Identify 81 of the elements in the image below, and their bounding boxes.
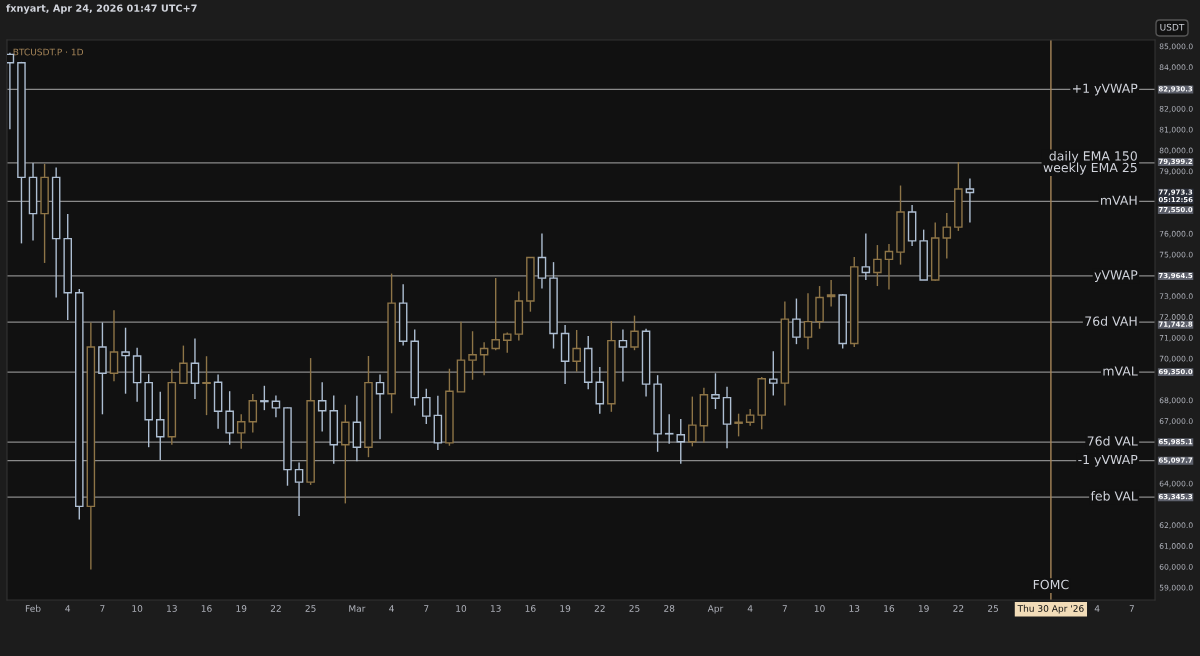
ref-line-label: mVAH <box>1101 195 1137 205</box>
x-tick-label: 25 <box>629 605 640 612</box>
x-tick-label: 16 <box>201 605 212 612</box>
ref-line-label: +1 yVWAP <box>1072 83 1138 96</box>
ref-line-label: 76d VAH <box>1085 316 1137 326</box>
candlestick <box>294 461 304 517</box>
candlestick <box>722 386 732 449</box>
x-tick-label: 13 <box>167 605 177 612</box>
candlestick <box>109 309 119 382</box>
ref-line-label: yVWAP <box>1094 270 1138 283</box>
candlestick <box>190 337 200 400</box>
candlestick <box>560 324 570 385</box>
ref-line-label: daily EMA 150 weekly EMA 25 <box>1043 150 1137 175</box>
ref-line-label: mVAL <box>1103 366 1138 376</box>
candlestick <box>965 177 975 224</box>
candlestick <box>98 321 107 415</box>
candlestick <box>618 328 628 383</box>
x-tick-label: 16 <box>525 605 536 612</box>
x-tick-label: Mar <box>349 605 366 612</box>
x-tick-label: 22 <box>270 605 281 612</box>
x-tick-label: 10 <box>456 605 467 612</box>
ref-line-label: -1 yVWAP <box>1078 454 1138 467</box>
candlestick <box>63 213 73 321</box>
x-tick-label: 19 <box>918 605 929 612</box>
candlestick <box>167 368 177 446</box>
x-tick-label: 19 <box>560 605 571 612</box>
x-tick-label: 13 <box>490 605 501 612</box>
candlestick <box>907 204 917 247</box>
candlestick <box>745 408 755 427</box>
ref-line-label: FOMC <box>1033 579 1069 590</box>
x-tick-label: 4 <box>65 605 71 612</box>
candlestick <box>803 292 813 350</box>
x-tick-label: Feb <box>25 604 41 612</box>
chart-title: fxnyart, Apr 24, 2026 01:47 UTC+7 <box>6 4 197 14</box>
x-tick-label: 4 <box>1094 605 1100 612</box>
x-tick-label: 7 <box>1129 605 1134 612</box>
x-tick-label: 4 <box>389 605 394 612</box>
candlestick <box>213 373 223 430</box>
candlestick <box>884 243 894 291</box>
candlestick <box>826 279 836 308</box>
candlestick <box>537 232 547 290</box>
x-tick-label: 28 <box>664 605 675 612</box>
x-tick-label: Thu 30 Apr '26 <box>1017 604 1084 614</box>
candlestick <box>375 373 385 440</box>
x-tick-label: 7 <box>782 605 787 612</box>
candlestick <box>86 321 96 571</box>
candlestick <box>468 330 477 381</box>
candlestick <box>317 381 327 433</box>
candlestick <box>51 166 61 299</box>
ref-line-label: 76d VAL <box>1087 436 1138 446</box>
candlestick <box>28 162 38 242</box>
candlestick <box>861 232 871 281</box>
candlestick <box>352 395 362 463</box>
candlestick <box>780 300 790 407</box>
x-tick-label: 13 <box>849 605 860 612</box>
x-tick-label: 10 <box>132 605 143 612</box>
candlestick <box>121 327 130 395</box>
candlestick <box>433 395 443 451</box>
ref-line-label: feb VAL <box>1090 491 1138 501</box>
x-tick-label: 22 <box>594 605 605 612</box>
candlestick <box>271 394 281 418</box>
x-tick-label: 22 <box>953 605 964 612</box>
candlestick <box>387 272 396 414</box>
candlestick <box>514 290 524 342</box>
x-tick-label: 10 <box>814 605 825 612</box>
text: BTCUSDT.P · 1D <box>13 48 84 56</box>
candlestick <box>202 355 211 416</box>
candlestick <box>398 283 408 347</box>
x-tick-label: 16 <box>884 605 895 612</box>
x-tick-label: 19 <box>236 605 247 612</box>
candlestick <box>155 391 165 461</box>
x-tick-label: Apr <box>707 605 724 614</box>
x-tick-label: 7 <box>100 605 105 612</box>
text: USDT <box>1160 23 1185 31</box>
x-tick-label: 4 <box>747 605 753 612</box>
candlestick <box>132 346 142 403</box>
x-tick-label: 25 <box>987 605 999 612</box>
candlestick <box>699 386 709 444</box>
x-tick-label: 7 <box>424 605 429 612</box>
x-tick-label: 25 <box>305 605 316 612</box>
candlestick <box>641 328 651 398</box>
